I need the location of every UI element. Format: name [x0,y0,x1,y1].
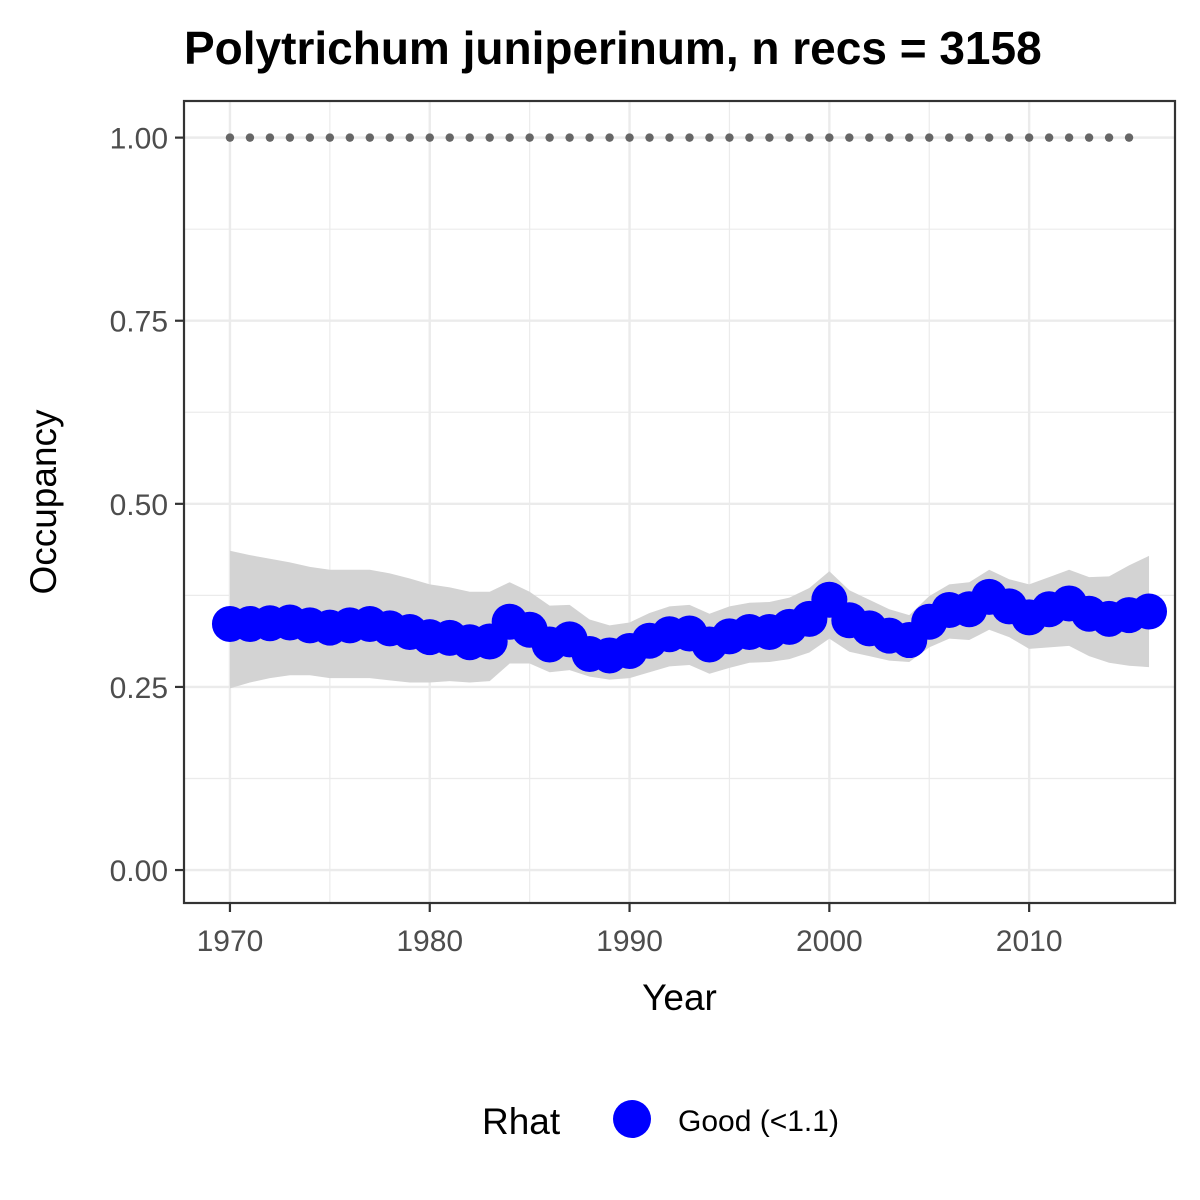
reference-point-1996 [745,133,754,142]
reference-point-1989 [605,133,614,142]
reference-point-1994 [705,133,714,142]
reference-point-1987 [565,133,574,142]
y-tick-label-4: 1.00 [110,123,168,156]
reference-point-1976 [345,133,355,142]
y-tick-label-0: 0.00 [110,855,168,888]
reference-point-2011 [1044,133,1054,142]
y-tick-label-2: 0.50 [110,489,168,522]
reference-point-1984 [505,133,514,142]
plot-panel-border [182,99,1177,905]
x-tick-label-1980: 1980 [396,925,463,958]
reference-point-2010 [1024,133,1034,142]
legend-title: Rhat [482,1101,561,1142]
reference-point-2013 [1084,133,1094,142]
reference-point-1982 [465,133,474,142]
reference-point-1993 [685,133,694,142]
reference-point-2003 [885,133,894,142]
reference-point-1981 [445,133,454,142]
y-axis-title: Occupancy [23,409,64,595]
reference-point-1997 [765,133,774,142]
reference-point-1983 [485,133,494,142]
reference-point-1986 [545,133,554,142]
y-tick-label-1: 0.25 [110,672,168,705]
plot-panel-background [184,101,1175,903]
reference-point-1979 [405,133,414,142]
x-tick-label-1990: 1990 [596,925,663,958]
reference-point-2004 [905,133,914,142]
chart-title: Polytrichum juniperinum, n recs = 3158 [184,22,1042,74]
x-axis: 1970 1980 1990 2000 2010 [197,903,1063,958]
reference-point-1988 [585,133,594,142]
reference-point-2015 [1124,133,1134,142]
reference-point-1973 [285,133,295,142]
reference-point-1970 [225,133,235,142]
x-tick-label-2000: 2000 [796,925,863,958]
reference-point-1999 [805,133,814,142]
series-point-2016 [1131,593,1168,630]
reference-point-2000 [825,133,834,142]
reference-point-1975 [325,133,335,142]
reference-point-1990 [625,133,634,142]
x-tick-label-1970: 1970 [197,925,264,958]
reference-point-1995 [725,133,734,142]
reference-point-1971 [245,133,255,142]
reference-point-1974 [305,133,315,142]
x-axis-title: Year [642,977,717,1018]
reference-point-2002 [865,133,874,142]
reference-point-1978 [385,133,394,142]
reference-point-1992 [665,133,674,142]
y-axis: 0.00 0.25 0.50 0.75 1.00 [110,123,184,888]
reference-point-2008 [984,133,994,142]
reference-point-2006 [945,133,954,142]
reference-point-2005 [925,133,934,142]
occupancy-series [211,578,1168,674]
reference-point-1972 [265,133,275,142]
reference-point-2009 [1004,133,1014,142]
legend: Rhat Good (<1.1) [482,1100,839,1142]
reference-point-2012 [1064,133,1074,142]
reference-points [225,133,1134,142]
reference-point-1980 [425,133,434,142]
reference-point-2007 [965,133,974,142]
reference-point-1977 [365,133,375,142]
reference-point-1998 [785,133,794,142]
reference-point-1991 [645,133,654,142]
reference-point-2014 [1104,133,1114,142]
x-tick-label-2010: 2010 [996,925,1063,958]
reference-point-2001 [845,133,854,142]
y-tick-label-3: 0.75 [110,306,168,339]
reference-point-1985 [525,133,534,142]
legend-label-good: Good (<1.1) [678,1105,839,1138]
legend-key-good [613,1100,651,1138]
